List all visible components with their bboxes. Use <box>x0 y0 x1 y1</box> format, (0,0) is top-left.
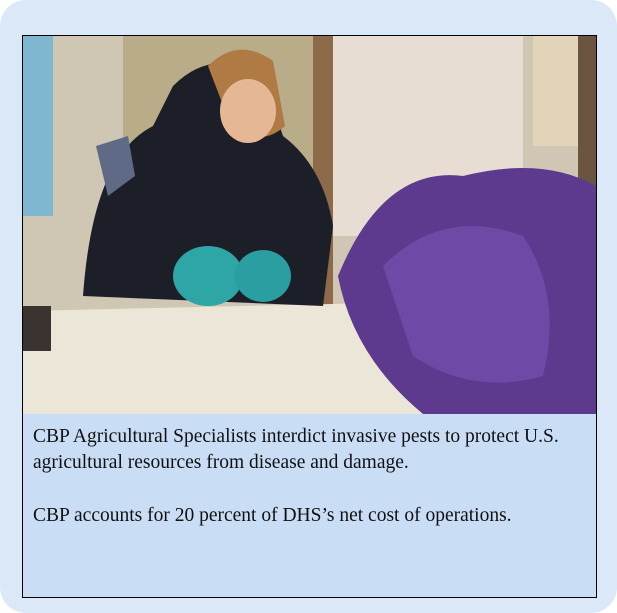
caption: CBP Agricultural Specialists interdict i… <box>33 424 583 556</box>
caption-paragraph: CBP Agricultural Specialists interdict i… <box>33 426 559 473</box>
caption-paragraph: CBP accounts for 20 percent of DHS’s net… <box>33 505 512 526</box>
figure-frame: CBP Agricultural Specialists interdict i… <box>22 35 597 598</box>
photo <box>23 36 596 414</box>
